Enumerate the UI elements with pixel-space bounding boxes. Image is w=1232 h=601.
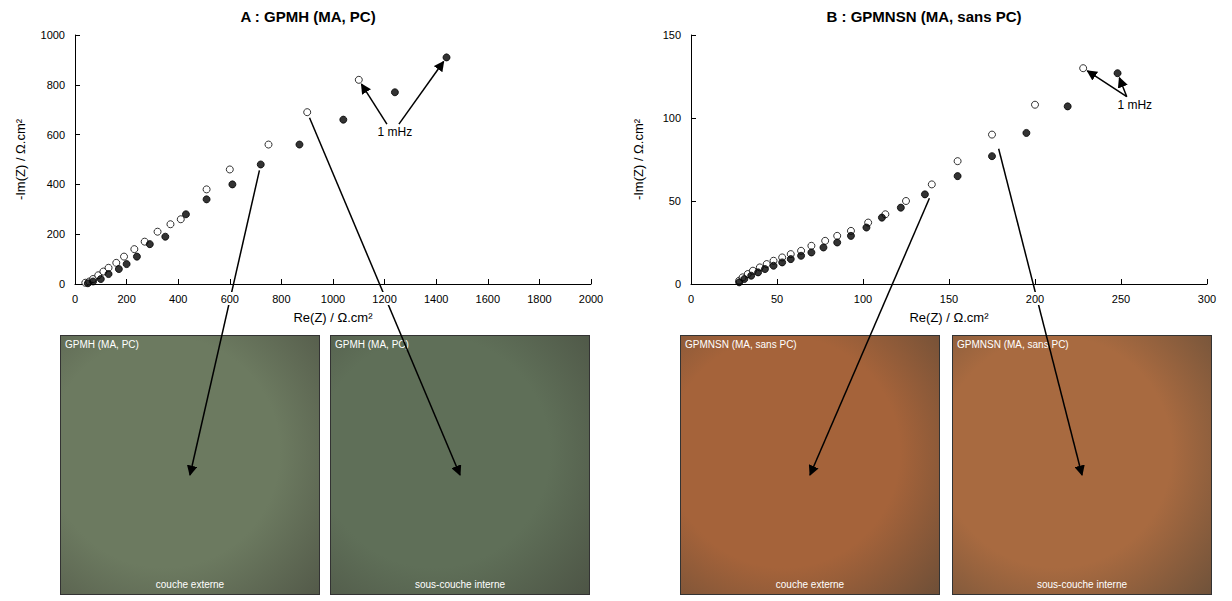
html-text:sous-couche interne: sous-couche interne [1037,579,1127,590]
svg-text:0: 0 [688,293,694,305]
svg-text:400: 400 [47,178,65,190]
svg-text:600: 600 [47,129,65,141]
svg-text:1000: 1000 [321,293,345,305]
svg-text:1000: 1000 [41,29,65,41]
svg-text:2000: 2000 [579,293,603,305]
svg-text:800: 800 [272,293,290,305]
html-text:GPMH (MA, PC): GPMH (MA, PC) [335,339,409,350]
html-text:couche externe: couche externe [155,579,225,590]
svg-text:-Im(Z) / Ω.cm²: -Im(Z) / Ω.cm² [13,118,28,200]
svg-text:200: 200 [1026,293,1044,305]
svg-text:1800: 1800 [527,293,551,305]
svg-text:1600: 1600 [476,293,500,305]
svg-text:0: 0 [675,278,681,290]
svg-text:1400: 1400 [424,293,448,305]
html-text:sous-couche interne: sous-couche interne [415,579,505,590]
svg-text:150: 150 [663,29,681,41]
svg-text:A : GPMH (MA, PC): A : GPMH (MA, PC) [240,8,375,25]
svg-text:100: 100 [854,293,872,305]
svg-text:1200: 1200 [372,293,396,305]
html-text:GPMH (MA, PC): GPMH (MA, PC) [65,339,139,350]
svg-text:Re(Z) / Ω.cm²: Re(Z) / Ω.cm² [909,310,989,325]
html-text:GPMNSN (MA, sans PC): GPMNSN (MA, sans PC) [685,339,797,350]
svg-text:600: 600 [221,293,239,305]
svg-text:1 mHz: 1 mHz [1117,98,1152,112]
svg-text:Re(Z) / Ω.cm²: Re(Z) / Ω.cm² [293,310,373,325]
svg-text:150: 150 [940,293,958,305]
svg-text:50: 50 [669,195,681,207]
svg-text:300: 300 [1198,293,1216,305]
svg-text:250: 250 [1112,293,1130,305]
svg-text:800: 800 [47,79,65,91]
html-text:GPMNSN (MA, sans PC): GPMNSN (MA, sans PC) [957,339,1069,350]
svg-text:0: 0 [59,278,65,290]
svg-text:100: 100 [663,112,681,124]
svg-text:50: 50 [771,293,783,305]
svg-text:B : GPMNSN (MA, sans PC): B : GPMNSN (MA, sans PC) [826,8,1021,25]
svg-text:400: 400 [169,293,187,305]
svg-text:200: 200 [47,228,65,240]
html-text:couche externe: couche externe [775,579,845,590]
svg-text:1 mHz: 1 mHz [378,125,413,139]
svg-text:-Im(Z) / Ω.cm²: -Im(Z) / Ω.cm² [631,118,646,200]
svg-text:200: 200 [117,293,135,305]
svg-text:0: 0 [72,293,78,305]
